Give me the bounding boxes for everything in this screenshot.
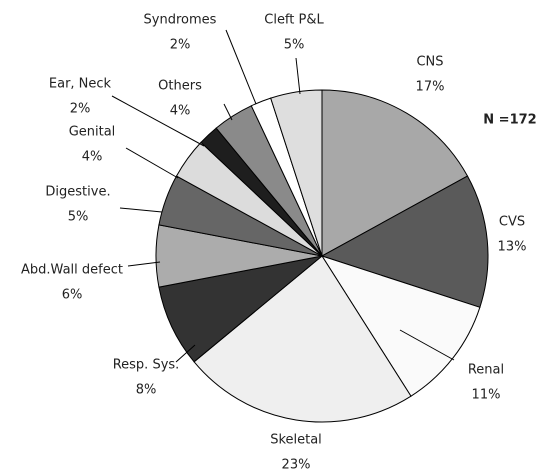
value-label: 4% — [82, 150, 103, 165]
leader-line — [399, 329, 455, 361]
value-label: 5% — [68, 210, 89, 225]
slice-label: Others — [158, 79, 202, 94]
slice-label: Digestive. — [45, 185, 110, 200]
slice-label: Ear, Neck — [49, 77, 112, 92]
pie-slice — [321, 89, 469, 257]
pie-slice — [270, 89, 323, 257]
pie-slice — [320, 255, 481, 397]
value-label: 4% — [170, 104, 191, 119]
leader-line — [295, 57, 301, 95]
slice-label: Resp. Sys. — [113, 358, 180, 373]
value-label: 11% — [472, 388, 501, 403]
leader-line — [111, 95, 205, 147]
value-label: 8% — [136, 383, 157, 398]
value-label: 5% — [284, 38, 305, 53]
leader-line — [223, 103, 233, 121]
value-label: 2% — [170, 38, 191, 53]
slice-label: CNS — [416, 55, 443, 70]
slice-label: Renal — [468, 363, 504, 378]
slice-label: Abd.Wall defect — [21, 263, 123, 278]
slice-label: Skeletal — [270, 433, 322, 448]
annotation: N =172 — [483, 113, 536, 128]
value-label: 13% — [498, 240, 527, 255]
leader-line — [225, 29, 257, 105]
leader-line — [175, 344, 196, 363]
value-label: 2% — [70, 102, 91, 117]
leader-line — [119, 207, 163, 213]
value-label: 6% — [62, 288, 83, 303]
slice-label: Cleft P&L — [264, 13, 324, 28]
leader-line — [127, 261, 161, 267]
value-label: 23% — [282, 458, 311, 473]
pie-slice — [320, 175, 489, 308]
value-label: 17% — [416, 80, 445, 95]
pie-slice — [193, 255, 412, 423]
leader-line — [125, 147, 179, 179]
slice-label: Syndromes — [144, 13, 217, 28]
slice-label: CVS — [499, 215, 525, 230]
slice-label: Genital — [69, 125, 116, 140]
